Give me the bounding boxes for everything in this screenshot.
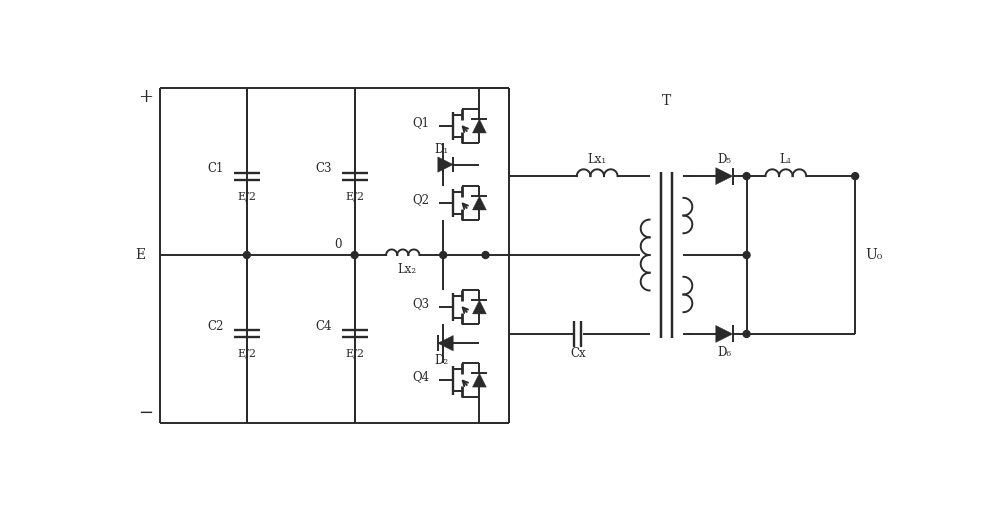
Text: Q2: Q2 [412, 193, 429, 207]
Text: D₆: D₆ [717, 346, 731, 359]
Circle shape [743, 173, 750, 180]
Text: L₁: L₁ [780, 154, 792, 167]
Text: E/2: E/2 [345, 191, 364, 201]
Polygon shape [472, 196, 486, 210]
Text: C4: C4 [315, 320, 332, 333]
Text: E/2: E/2 [345, 349, 364, 359]
Circle shape [440, 251, 447, 259]
Text: C1: C1 [207, 162, 224, 175]
Text: D₂: D₂ [435, 354, 449, 367]
Polygon shape [472, 373, 486, 387]
Text: Q4: Q4 [412, 371, 429, 384]
Polygon shape [438, 335, 453, 351]
Polygon shape [472, 300, 486, 314]
Text: D₅: D₅ [717, 154, 731, 167]
Text: Lx₂: Lx₂ [397, 263, 416, 276]
Text: T: T [662, 94, 671, 109]
Text: E/2: E/2 [237, 191, 256, 201]
Text: +: + [138, 88, 153, 106]
Text: E/2: E/2 [237, 349, 256, 359]
Polygon shape [716, 168, 733, 184]
Circle shape [351, 251, 358, 259]
Circle shape [482, 251, 489, 259]
Polygon shape [716, 326, 733, 342]
Text: E: E [136, 248, 146, 262]
Text: U₀: U₀ [866, 248, 883, 262]
Text: Q1: Q1 [412, 117, 429, 129]
Polygon shape [438, 157, 453, 172]
Polygon shape [472, 119, 486, 133]
Text: Lx₁: Lx₁ [588, 154, 607, 167]
Text: C3: C3 [315, 162, 332, 175]
Text: Cx: Cx [570, 347, 586, 360]
Circle shape [743, 330, 750, 337]
Circle shape [852, 173, 859, 180]
Text: −: − [138, 405, 154, 422]
Circle shape [743, 251, 750, 259]
Text: Q3: Q3 [412, 297, 429, 311]
Text: D₁: D₁ [435, 142, 449, 156]
Text: 0: 0 [334, 238, 342, 251]
Circle shape [243, 251, 250, 259]
Text: C2: C2 [207, 320, 224, 333]
